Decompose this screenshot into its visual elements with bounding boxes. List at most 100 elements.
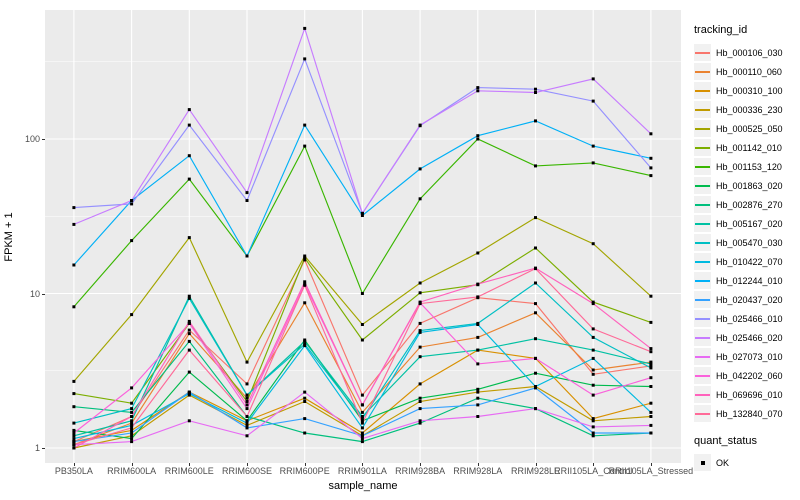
data-point-marker	[649, 415, 653, 418]
series-color-line-icon	[695, 356, 710, 358]
series-color-line-icon	[695, 71, 710, 73]
data-point-marker	[418, 345, 422, 349]
data-point-marker	[534, 91, 537, 94]
data-point-marker	[418, 330, 422, 334]
data-point-marker	[360, 393, 364, 397]
y-tick-label-1: 1	[34, 443, 40, 453]
data-point-marker	[130, 421, 134, 425]
data-point-marker	[72, 263, 76, 267]
data-point-marker	[245, 396, 249, 400]
legend-item-label: Hb_069696_010	[716, 389, 783, 400]
data-point-marker	[187, 154, 191, 158]
data-point-marker	[534, 119, 537, 123]
legend-item-label: Hb_132840_070	[716, 408, 783, 419]
data-point-marker	[476, 134, 480, 138]
data-point-marker	[418, 400, 422, 403]
data-point-marker	[72, 392, 76, 396]
data-point-marker	[534, 371, 537, 375]
legend-item-label: Hb_001863_020	[716, 180, 783, 191]
data-point-marker	[360, 338, 364, 342]
legend-item-Hb_000110_060: Hb_000110_060	[694, 62, 798, 81]
data-point-marker	[130, 419, 134, 423]
data-point-marker	[649, 385, 653, 388]
data-point-marker	[245, 382, 249, 386]
data-point-marker	[72, 405, 76, 409]
data-point-marker	[130, 415, 134, 418]
legend-key-line-icon	[694, 386, 711, 403]
data-point-marker	[72, 446, 76, 450]
series-color-line-icon	[695, 280, 710, 282]
legend-item-label: Hb_012244_010	[716, 275, 783, 286]
legend-item-label: Hb_025466_020	[716, 332, 783, 343]
data-point-marker	[187, 294, 191, 298]
data-point-marker	[360, 426, 364, 430]
data-point-marker	[591, 368, 595, 372]
y-tick-label-100: 100	[24, 134, 40, 144]
data-point-marker	[303, 26, 307, 30]
series-color-line-icon	[695, 223, 710, 225]
x-tick-label-RRIM901LA: RRIM901LA	[337, 466, 387, 476]
data-point-marker	[476, 86, 480, 90]
data-point-marker	[649, 132, 653, 136]
data-point-marker	[187, 236, 191, 240]
data-point-marker	[534, 311, 537, 315]
data-point-marker	[187, 177, 191, 181]
data-point-marker	[649, 364, 653, 368]
data-point-marker	[591, 431, 595, 435]
data-point-marker	[418, 302, 422, 306]
data-point-marker	[591, 434, 595, 438]
data-point-marker	[130, 428, 134, 432]
data-point-marker	[534, 356, 537, 360]
data-point-marker	[649, 320, 653, 324]
data-point-marker	[303, 396, 307, 400]
data-point-marker	[360, 403, 364, 407]
data-point-marker	[534, 337, 537, 341]
series-color-line-icon	[695, 318, 710, 320]
legend-key-line-icon	[694, 177, 711, 194]
x-tick-mark	[247, 463, 248, 466]
data-point-marker	[649, 174, 653, 178]
data-point-marker	[72, 222, 76, 226]
legend-item-Hb_025466_020: Hb_025466_020	[694, 328, 798, 347]
data-point-marker	[72, 440, 76, 444]
data-point-marker	[187, 296, 191, 300]
legend-item-Hb_042202_060: Hb_042202_060	[694, 366, 798, 385]
data-point-marker	[649, 401, 653, 405]
data-point-marker	[591, 348, 595, 352]
data-point-marker	[245, 421, 249, 425]
legend-key-line-icon	[694, 367, 711, 384]
data-point-marker	[418, 407, 422, 411]
x-axis-tick-labels: PB350LA RRIM600LA RRIM600LE RRIM600SE RRIM60…	[0, 466, 800, 480]
x-tick-label-RRII105LA_Control: RRII105LA_Control	[554, 466, 633, 476]
data-point-marker	[476, 137, 480, 141]
legend-item-Hb_005470_030: Hb_005470_030	[694, 233, 798, 252]
legend-key-line-icon	[694, 272, 711, 289]
data-point-marker	[130, 426, 134, 430]
data-point-marker	[303, 57, 307, 61]
data-point-marker	[649, 166, 653, 170]
data-point-marker	[245, 423, 249, 427]
legend-item-Hb_001153_120: Hb_001153_120	[694, 157, 798, 176]
data-point-marker	[187, 328, 191, 332]
data-point-marker	[130, 440, 134, 444]
x-axis-title: sample_name	[328, 480, 398, 492]
data-point-marker	[130, 407, 134, 411]
legend-key-line-icon	[694, 253, 711, 270]
data-point-marker	[649, 350, 653, 354]
data-point-marker	[72, 379, 76, 383]
legend-key-line-icon	[694, 291, 711, 308]
data-point-marker	[360, 214, 364, 217]
data-point-marker	[591, 417, 595, 421]
data-point-marker	[591, 419, 595, 423]
data-point-marker	[187, 321, 191, 325]
data-point-marker	[130, 199, 134, 202]
data-point-marker	[534, 281, 537, 285]
data-point-marker	[303, 123, 307, 127]
data-point-marker	[534, 267, 537, 271]
data-point-marker	[72, 434, 76, 438]
data-point-marker	[476, 295, 480, 299]
legend-item-label: Hb_001153_120	[716, 161, 782, 172]
data-point-marker	[360, 421, 364, 425]
legend-item-Hb_001142_010: Hb_001142_010	[694, 138, 798, 157]
